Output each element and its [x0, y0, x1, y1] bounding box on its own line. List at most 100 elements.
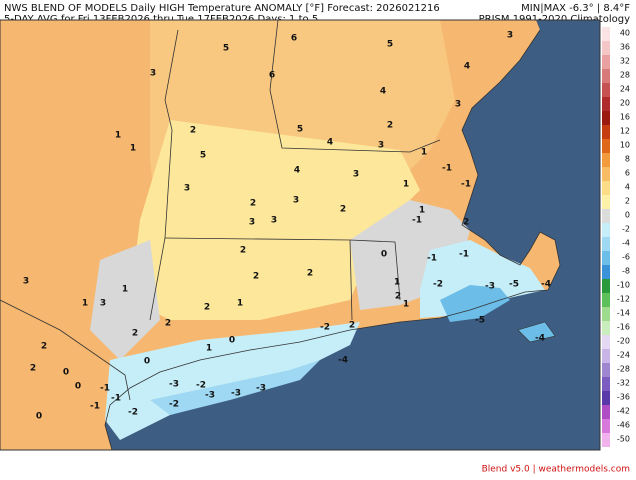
- colorbar-swatch: [602, 209, 610, 223]
- anomaly-label: 1: [122, 285, 128, 295]
- colorbar-label: 20: [620, 99, 630, 108]
- colorbar-label: 32: [620, 57, 630, 66]
- anomaly-label: -3: [169, 380, 179, 390]
- anomaly-label: 3: [378, 141, 384, 151]
- colorbar-swatch: [602, 363, 610, 377]
- anomaly-label: 1: [206, 344, 212, 354]
- anomaly-label: 1: [82, 299, 88, 309]
- colorbar-swatch: [602, 405, 610, 419]
- colorbar-swatch: [602, 83, 610, 97]
- state-border: [0, 299, 131, 401]
- colorbar-swatch: [602, 139, 610, 153]
- anomaly-label: -4: [535, 334, 545, 344]
- colorbar-swatch: [602, 41, 610, 55]
- anomaly-label: -1: [111, 394, 121, 404]
- colorbar-swatch: [602, 307, 610, 321]
- colorbar-label: 10: [620, 141, 630, 150]
- colorbar-label: -28: [617, 365, 630, 374]
- colorbar-label: -24: [617, 351, 630, 360]
- anomaly-label: -2: [128, 408, 138, 418]
- anomaly-label: 2: [41, 342, 47, 352]
- colorbar-swatch: [602, 97, 610, 111]
- anomaly-label: 0: [144, 357, 150, 367]
- cool-li: [150, 360, 320, 415]
- colorbar-label: -14: [617, 309, 630, 318]
- anomaly-label: 4: [380, 87, 386, 97]
- anomaly-label: 3: [507, 31, 513, 41]
- map-frame: [0, 19, 601, 451]
- state-border: [349, 239, 401, 301]
- colorbar-label: -46: [617, 421, 630, 430]
- anomaly-label: 4: [327, 138, 333, 148]
- colorbar-swatch: [602, 279, 610, 293]
- colorbar-swatch: [602, 153, 610, 167]
- colder-patch: [440, 285, 510, 322]
- anomaly-label: 5: [297, 125, 303, 135]
- colorbar-label: -6: [622, 253, 630, 262]
- colorbar-swatch: [602, 181, 610, 195]
- anomaly-label: 3: [100, 299, 106, 309]
- anomaly-label: 4: [464, 62, 470, 72]
- anomaly-label: 1: [115, 131, 121, 141]
- anomaly-label: 1: [419, 206, 425, 216]
- colorbar-label: 28: [620, 71, 630, 80]
- anomaly-label: 6: [291, 34, 297, 44]
- anomaly-label: 0: [63, 368, 69, 378]
- anomaly-label: 2: [204, 303, 210, 313]
- anomaly-label: 2: [190, 126, 196, 136]
- anomaly-label: 3: [353, 170, 359, 180]
- colorbar-swatch: [602, 69, 610, 83]
- colorbar-label: -2: [622, 225, 630, 234]
- anomaly-label: 3: [455, 100, 461, 110]
- mild-zone: [130, 120, 420, 320]
- anomaly-label: -4: [541, 280, 551, 290]
- anomaly-label: -4: [338, 356, 348, 366]
- anomaly-label: -5: [475, 316, 485, 326]
- anomaly-label: 1: [403, 300, 409, 310]
- colorbar-swatch: [602, 335, 610, 349]
- anomaly-label: 3: [23, 277, 29, 287]
- anomaly-label: 0: [75, 382, 81, 392]
- anomaly-label: -3: [256, 384, 266, 394]
- min-max: MIN|MAX -6.3° | 8.4°F: [521, 3, 630, 14]
- colorbar-swatch: [602, 125, 610, 139]
- colorbar-label: 8: [625, 155, 630, 164]
- colorbar-label: 4: [625, 183, 630, 192]
- anomaly-label: 5: [387, 40, 393, 50]
- anomaly-label: 5: [200, 151, 206, 161]
- anomaly-label: 1: [130, 144, 136, 154]
- anomaly-label: -3: [231, 389, 241, 399]
- colorbar-label: -36: [617, 393, 630, 402]
- anomaly-label: 0: [36, 412, 42, 422]
- anomaly-label: 2: [30, 364, 36, 374]
- colorbar-swatch: [602, 377, 610, 391]
- colorbar-swatch: [602, 265, 610, 279]
- colorbar-label: 0: [625, 211, 630, 220]
- colorbar-label: -10: [617, 281, 630, 290]
- anomaly-label: 5: [223, 44, 229, 54]
- colorbar-label: 12: [620, 127, 630, 136]
- anomaly-label: 2: [250, 199, 256, 209]
- anomaly-label: 0: [381, 250, 387, 260]
- colorbar-label: -42: [617, 407, 630, 416]
- anomaly-label: -2: [169, 400, 179, 410]
- colorbar-label: -12: [617, 295, 630, 304]
- anomaly-label: 2: [349, 321, 355, 331]
- colorbar-label: -20: [617, 337, 630, 346]
- anomaly-label: 3: [184, 184, 190, 194]
- anomaly-label: 2: [463, 218, 469, 228]
- map: [0, 20, 600, 450]
- anomaly-label: -2: [196, 381, 206, 391]
- state-border: [149, 29, 179, 321]
- anomaly-label: 0: [229, 336, 235, 346]
- colorbar-label: -32: [617, 379, 630, 388]
- anomaly-label: 1: [237, 299, 243, 309]
- colorbar-swatch: [602, 251, 610, 265]
- anomaly-label: 6: [269, 71, 275, 81]
- colorbar-swatch: [602, 349, 610, 363]
- colorbar-label: -8: [622, 267, 630, 276]
- anomaly-label: 2: [165, 319, 171, 329]
- anomaly-label: 2: [387, 121, 393, 131]
